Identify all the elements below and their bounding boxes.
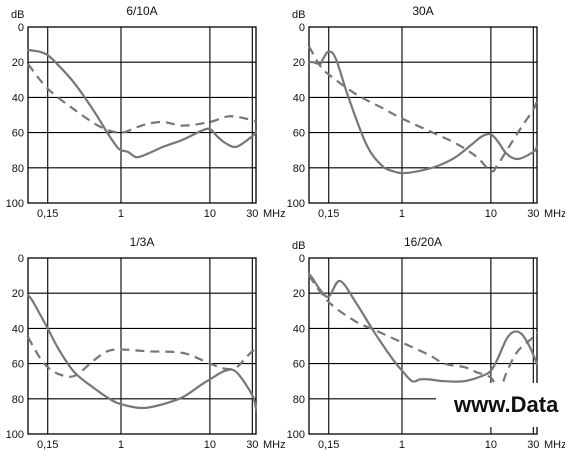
x-tick-label: 1 — [118, 439, 124, 451]
dashed-series-line — [27, 336, 257, 378]
chart-title: 16/20A — [404, 235, 442, 249]
x-tick-label: 30 — [527, 439, 539, 451]
y-tick-label: 100 — [287, 429, 305, 441]
x-unit-label: MHz — [263, 439, 286, 451]
dashed-series-line — [27, 63, 257, 134]
x-tick-label: 1 — [399, 208, 405, 220]
y-tick-label: 40 — [12, 92, 24, 104]
plot-frame — [308, 257, 538, 435]
y-tick-label: 80 — [12, 394, 24, 406]
x-tick-label: 10 — [204, 208, 216, 220]
y-tick-label: 20 — [12, 57, 24, 69]
y-tick-label: 60 — [293, 128, 305, 140]
x-tick-label: 30 — [246, 439, 258, 451]
chart-title: 6/10A — [126, 4, 157, 18]
y-tick-label: 100 — [287, 198, 305, 210]
x-tick-label: 0,15 — [37, 208, 58, 220]
dashed-series-line — [308, 45, 539, 173]
x-unit-label: MHz — [544, 439, 565, 451]
y-tick-label: 80 — [293, 394, 305, 406]
y-tick-label: 80 — [293, 163, 305, 175]
x-tick-label: 10 — [485, 208, 497, 220]
chart-panel-4: 0 20 40 60 80 100 0,15 1 10 30 MHz dB 16/20A — [287, 235, 565, 451]
solid-series-line — [307, 50, 539, 175]
x-unit-label: MHz — [263, 208, 286, 220]
y-tick-label: 20 — [12, 288, 24, 300]
y-tick-label: 0 — [18, 253, 24, 265]
chart-title: 1/3A — [130, 235, 155, 249]
y-tick-label: 60 — [12, 128, 24, 140]
solid-series-line — [26, 48, 258, 159]
y-tick-label: 0 — [299, 22, 305, 34]
chart-panel-2: 0 20 40 60 80 100 0,15 1 10 30 MHz dB 30A — [287, 4, 565, 220]
y-axis-label: dB — [292, 240, 305, 252]
y-axis-label: dB — [11, 9, 24, 21]
x-tick-label: 0,15 — [318, 439, 339, 451]
solid-series-line — [307, 272, 539, 383]
y-tick-label: 60 — [293, 359, 305, 371]
y-tick-label: 80 — [12, 163, 24, 175]
chart-panel-1: 0 20 40 60 80 100 0,15 1 10 30 MHz dB 6/10A — [6, 4, 286, 220]
dashed-series-line — [308, 274, 538, 393]
chart-title: 30A — [412, 4, 433, 18]
plot-frame — [27, 26, 257, 204]
y-tick-label: 20 — [293, 57, 305, 69]
x-tick-label: 30 — [527, 208, 539, 220]
x-unit-label: MHz — [544, 208, 565, 220]
y-tick-label: 60 — [12, 359, 24, 371]
x-tick-label: 0,15 — [37, 439, 58, 451]
x-tick-label: 10 — [204, 439, 216, 451]
x-tick-label: 0,15 — [318, 208, 339, 220]
y-tick-label: 40 — [12, 323, 24, 335]
y-tick-label: 40 — [293, 323, 305, 335]
plot-frame — [308, 26, 538, 204]
solid-series-line — [26, 293, 258, 411]
x-tick-label: 1 — [399, 439, 405, 451]
y-tick-label: 0 — [299, 253, 305, 265]
watermark-text: www.Data — [436, 383, 565, 427]
y-tick-label: 100 — [6, 198, 24, 210]
x-tick-label: 1 — [118, 208, 124, 220]
x-tick-label: 10 — [485, 439, 497, 451]
y-tick-label: 40 — [293, 92, 305, 104]
y-tick-label: 0 — [18, 22, 24, 34]
chart-panel-3: 0 20 40 60 80 100 0,15 1 10 30 MHz 1/3A — [6, 235, 286, 451]
y-tick-label: 100 — [6, 429, 24, 441]
x-tick-label: 30 — [246, 208, 258, 220]
plot-frame — [27, 257, 257, 435]
y-axis-label: dB — [292, 9, 305, 21]
y-tick-label: 20 — [293, 288, 305, 300]
